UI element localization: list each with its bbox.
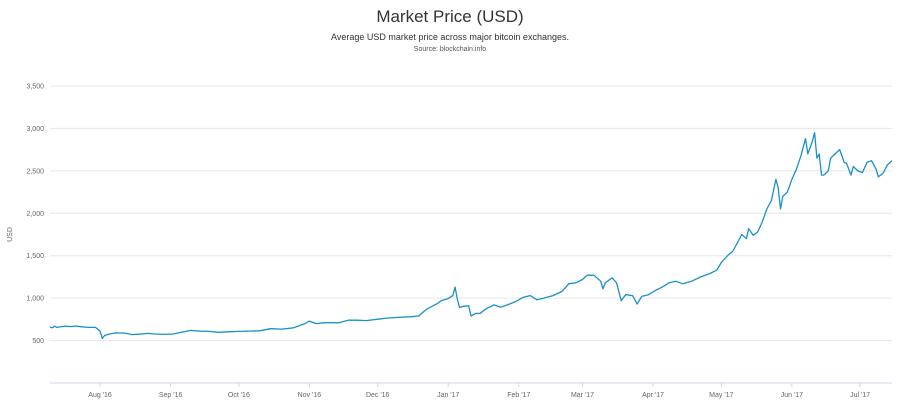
x-tick-label: Mar '17 xyxy=(571,392,594,399)
grid-lines xyxy=(50,85,892,342)
x-tick-label: Jan '17 xyxy=(437,392,459,399)
y-tick-label: 3,500 xyxy=(26,84,44,91)
y-tick-label: 2,000 xyxy=(26,211,44,218)
x-tick-label: Aug '16 xyxy=(88,392,112,399)
y-axis: 500 1,000 1,500 2,000 2,500 3,000 3,500 xyxy=(26,84,44,346)
x-tick-label: Apr '17 xyxy=(642,392,664,399)
y-tick-label: 500 xyxy=(32,338,44,345)
chart-subtitle: Average USD market price across major bi… xyxy=(331,32,569,42)
chart-source: Source: blockchain.info xyxy=(413,46,487,53)
x-tick-label: May '17 xyxy=(709,392,733,399)
x-tick-label: Oct '16 xyxy=(228,392,250,399)
y-axis-label: USD xyxy=(7,227,14,242)
x-tick-label: Dec '16 xyxy=(366,392,390,399)
series-line-group xyxy=(49,132,893,340)
x-tick-label: Jun '17 xyxy=(781,392,803,399)
chart-title: Market Price (USD) xyxy=(376,7,524,26)
y-tick-label: 1,000 xyxy=(26,296,44,303)
x-tick-label: Jul '17 xyxy=(850,392,870,399)
x-tick-label: Sep '16 xyxy=(159,392,183,399)
x-axis: Aug '16 Sep '16 Oct '16 Nov '16 Dec '16 Jan '… xyxy=(50,382,892,399)
x-tick-label: Feb '17 xyxy=(507,392,530,399)
y-tick-label: 1,500 xyxy=(26,253,44,260)
y-tick-label: 3,000 xyxy=(26,126,44,133)
market-price-line xyxy=(49,132,893,340)
y-tick-label: 2,500 xyxy=(26,168,44,175)
x-tick-label: Nov '16 xyxy=(298,392,322,399)
